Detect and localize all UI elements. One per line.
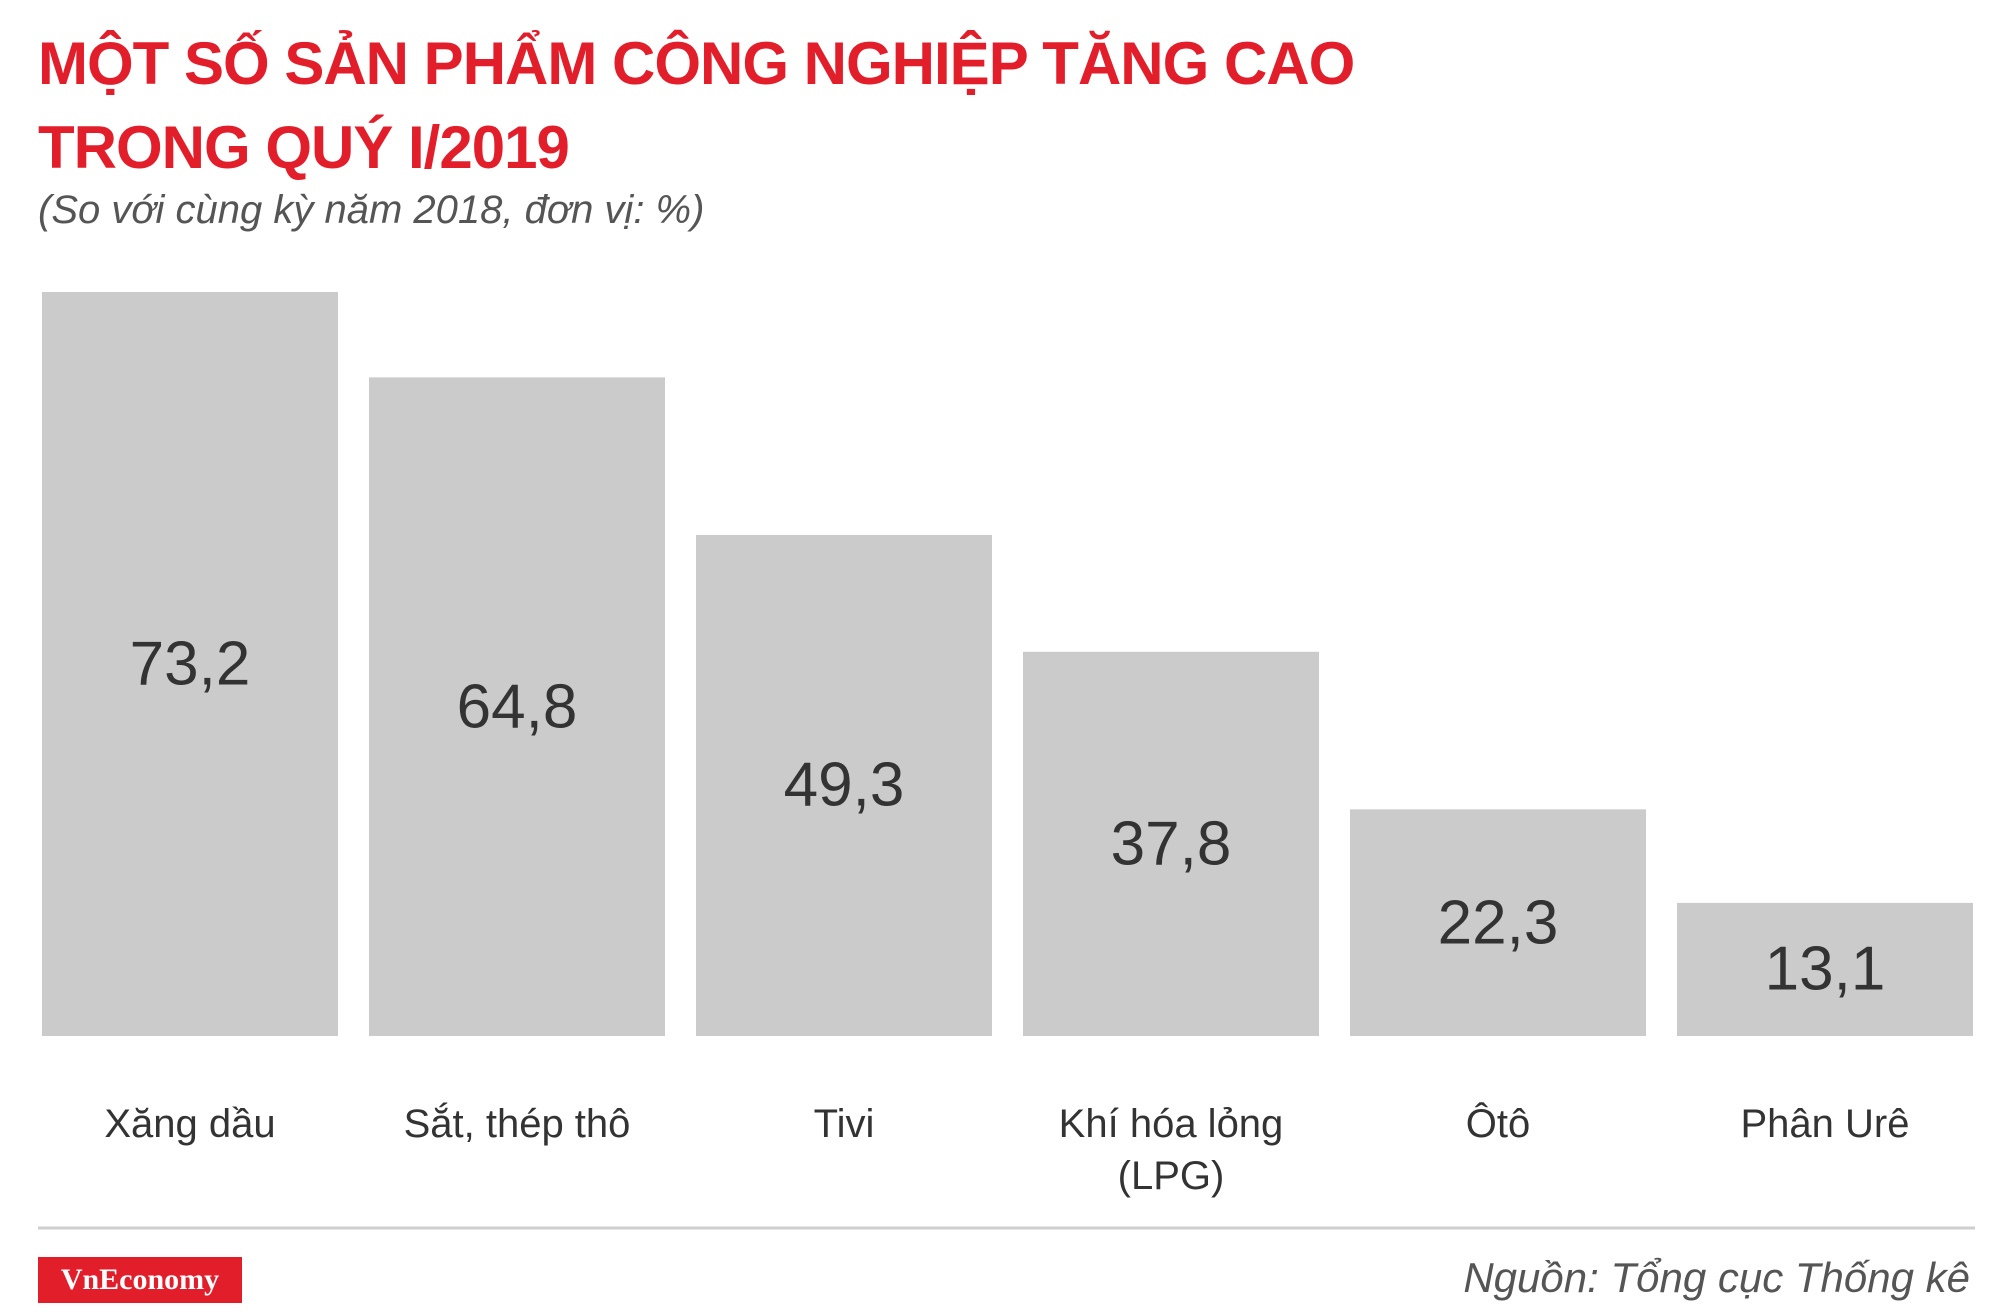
- x-tick-label: Phân Urê: [1740, 1102, 1910, 1146]
- logo: VnEconomy: [38, 1257, 242, 1303]
- bar: [42, 292, 338, 1036]
- x-tick-label: Khí hóa lỏng (LPG): [1058, 1102, 1284, 1198]
- data-label: 73,2: [129, 629, 251, 699]
- x-tick-label: Sắt, thép thô: [403, 1102, 631, 1146]
- bar: [696, 534, 992, 1036]
- data-label: 37,8: [1110, 809, 1232, 879]
- bar: [1350, 809, 1646, 1036]
- data-label: 64,8: [456, 672, 578, 742]
- x-tick-label: Xăng dầu: [104, 1102, 276, 1146]
- data-label: 49,3: [783, 750, 905, 820]
- bar: [1677, 902, 1973, 1036]
- bar: [369, 377, 665, 1036]
- x-tick-label: Tivi: [813, 1102, 875, 1146]
- data-label: 13,1: [1764, 934, 1886, 1004]
- x-tick-label: Ôtô: [1465, 1102, 1531, 1146]
- chart-title: MỘT SỐ SẢN PHẨM CÔNG NGHIỆP TĂNG CAO TRO…: [38, 30, 1355, 181]
- source-note: Nguồn: Tổng cục Thống kê: [1463, 1254, 1970, 1301]
- data-label: 22,3: [1437, 888, 1559, 958]
- chart-subtitle: (So với cùng kỳ năm 2018, đơn vị: %): [38, 188, 705, 232]
- bar: [1023, 651, 1319, 1036]
